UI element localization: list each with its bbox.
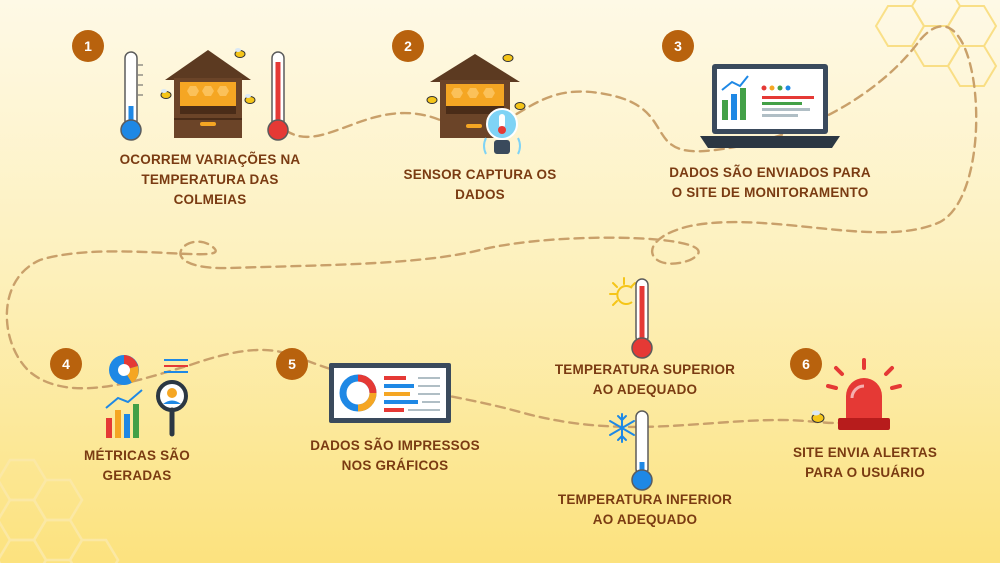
chart-screen-icon (329, 363, 451, 423)
laptop-icon (700, 64, 840, 148)
honeycomb-bottom-left (0, 458, 120, 563)
hot-thermometer-icon (267, 51, 289, 141)
step-4-badge: 4 (50, 348, 82, 380)
step-6-badge: 6 (790, 348, 822, 380)
honeycomb-top-right (874, 0, 998, 87)
step-2-label: SENSOR CAPTURA OS DADOS (403, 167, 557, 202)
step-5-label: DADOS SÃO IMPRESSOS NOS GRÁFICOS (310, 438, 480, 473)
step-5-badge: 5 (276, 348, 308, 380)
alarm-siren-icon (811, 358, 902, 430)
step-1-badge: 1 (72, 30, 104, 62)
step-2-illustration (426, 54, 526, 155)
step-3-badge: 3 (662, 30, 694, 62)
step-2-badge: 2 (392, 30, 424, 62)
step-1-label: OCORREM VARIAÇÕES NA TEMPERATURA DAS COL… (119, 152, 301, 207)
low-temperature-label: TEMPERATURA INFERIOR AO ADEQUADO (557, 492, 733, 527)
bee-icon (426, 54, 526, 110)
step-6-label: SITE ENVIA ALERTAS PARA O USUÁRIO (792, 445, 938, 480)
high-temperature-label: TEMPERATURA SUPERIOR AO ADEQUADO (554, 362, 736, 397)
temperature-sensor-icon (483, 108, 521, 155)
snow-thermometer-icon (609, 410, 653, 491)
step-3-label: DADOS SÃO ENVIADOS PARA O SITE DE MONITO… (669, 165, 871, 200)
step-1-illustration (120, 48, 289, 141)
cold-thermometer-icon (120, 51, 143, 141)
sun-thermometer-icon (609, 277, 653, 359)
metrics-icon (105, 355, 188, 438)
beehive-icon (165, 50, 251, 138)
bee-icon (160, 48, 256, 104)
step-4-label: MÉTRICAS SÃO GERADAS (84, 448, 190, 483)
